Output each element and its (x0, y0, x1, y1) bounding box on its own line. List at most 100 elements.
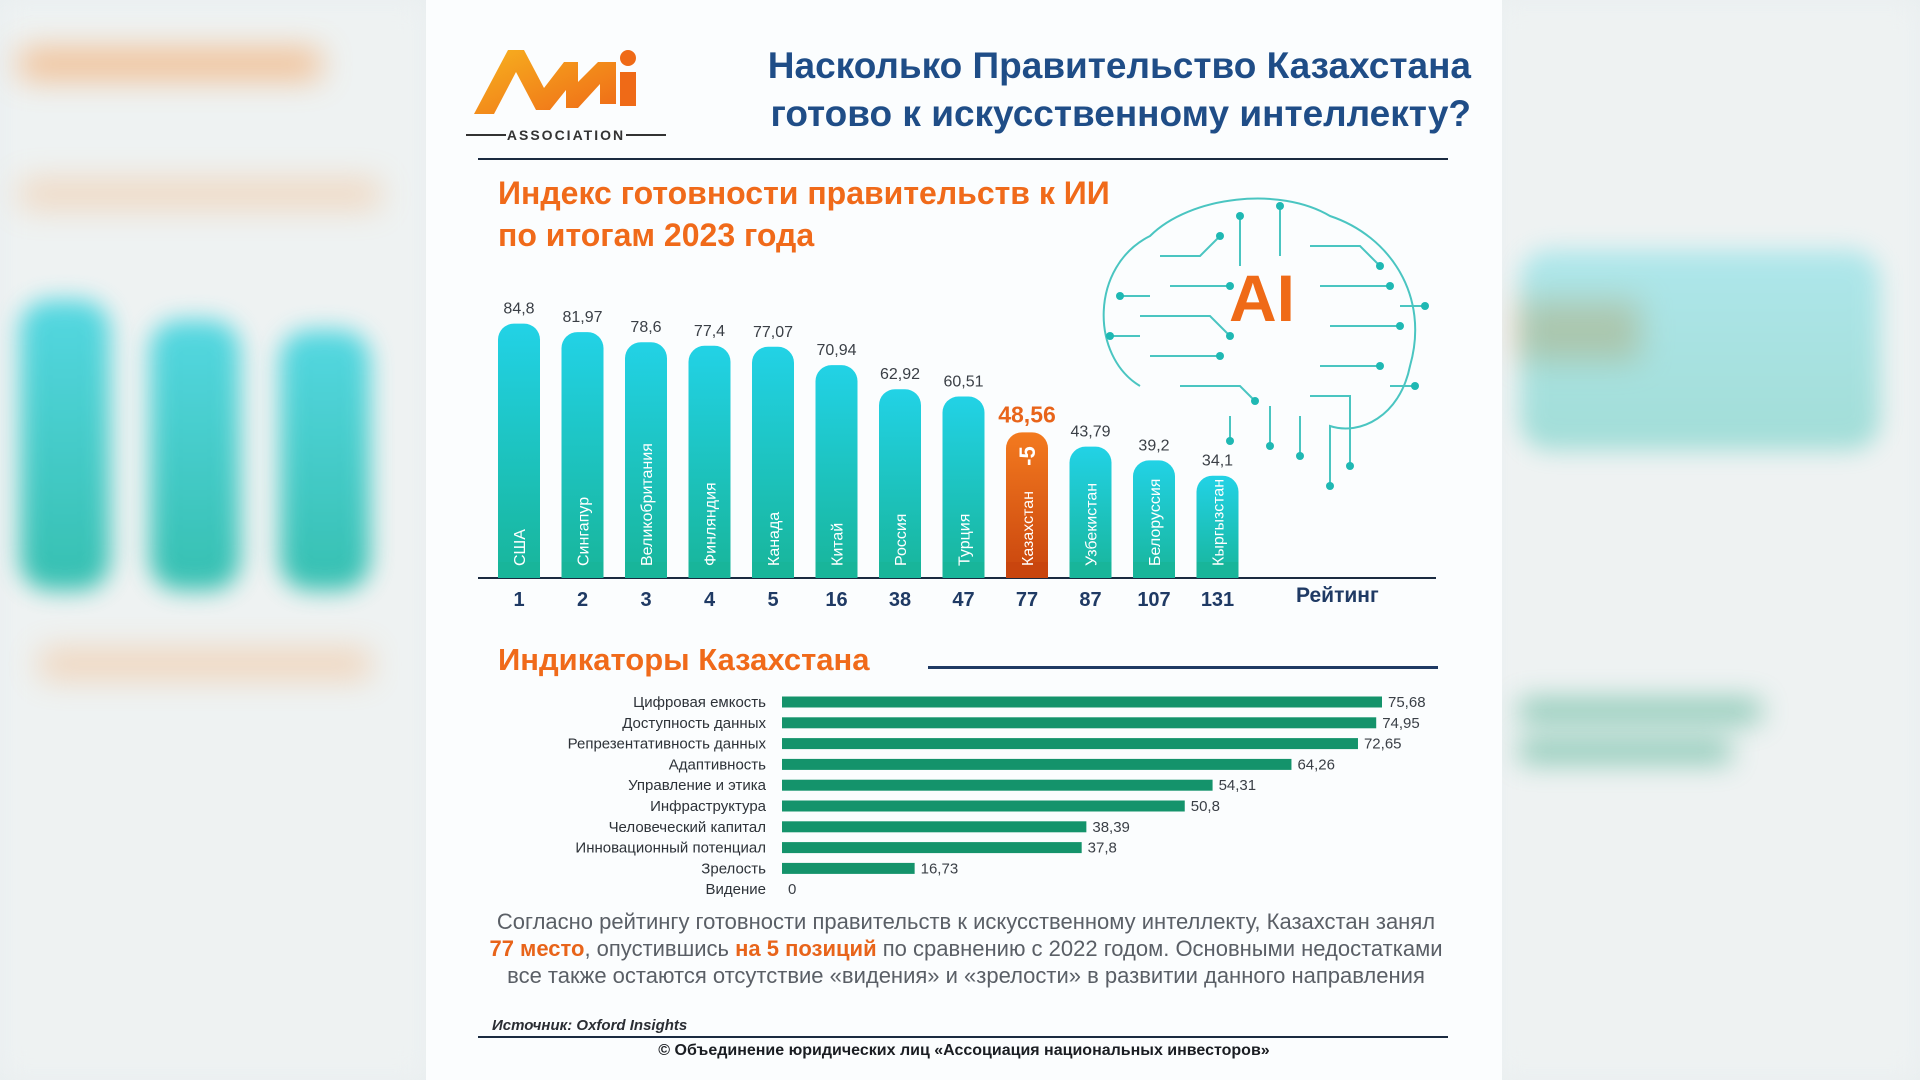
indicator-label: Доступность данных (622, 715, 766, 732)
bar-category-label: США (512, 529, 529, 566)
bar (815, 365, 858, 578)
rank-label: 1 (513, 589, 524, 611)
indicators-bar-chart: Цифровая емкость 75,68 Доступность данных 7… (568, 694, 1426, 898)
bar-category-label: Сингапур (576, 497, 593, 566)
summary-text: Согласно рейтингу готовности правительст… (486, 908, 1446, 989)
bar-base (498, 562, 540, 578)
blurred-strip (1520, 300, 1640, 360)
logo-tagline: ASSOCIATION (507, 127, 625, 143)
blurred-strip (20, 180, 380, 208)
rating-axis-label: Рейтинг (1296, 584, 1379, 607)
chart-title-line2: по итогам 2023 года (498, 217, 815, 253)
ai-label: AI (1229, 261, 1295, 335)
rank-label: 131 (1201, 589, 1234, 611)
bar-value-label: 62,92 (880, 366, 920, 383)
page-title-line2: готово к искусственному интеллекту? (770, 93, 1471, 134)
rank-label: 16 (825, 589, 847, 611)
readiness-bar-chart: 84,8 США 1 81,97 Сингапур 2 78,6 Великобритания… (478, 301, 1436, 611)
bar-category-label: Россия (893, 514, 910, 566)
bar (942, 396, 985, 578)
bar (498, 323, 540, 578)
rank-label: 4 (704, 589, 716, 611)
bar-base (752, 562, 794, 578)
bar-category-label: Великобритания (639, 443, 656, 566)
bar-category-label: Финляндия (703, 482, 720, 566)
indicator-bar (782, 800, 1185, 812)
summary-part1: Согласно рейтингу готовности правительст… (496, 909, 1436, 934)
indicator-value-label: 16,73 (921, 860, 959, 877)
indicator-label: Адаптивность (669, 756, 766, 773)
bar-value-label: 70,94 (816, 342, 856, 359)
indicator-value-label: 0 (788, 881, 796, 898)
circuit-nodes (1106, 202, 1429, 490)
bar-base (1069, 562, 1112, 578)
bar-value-label: 48,56 (998, 401, 1056, 427)
bar (1196, 475, 1239, 578)
indicator-bar (782, 758, 1292, 770)
bar-value-label: 43,79 (1070, 424, 1110, 441)
summary-part3: по сравнению с 2022 годом. Основными нед… (507, 936, 1443, 988)
bar-base (1196, 562, 1239, 578)
bar-base (688, 562, 731, 578)
infographic-card: ASSOCIATION Насколько Правительство Каза… (426, 0, 1502, 1080)
bar (752, 346, 794, 578)
indicator-bar (782, 779, 1213, 791)
rank-label: 77 (1016, 589, 1038, 611)
rank-label: 5 (767, 589, 778, 611)
bar (561, 332, 604, 578)
bar (1133, 460, 1175, 578)
indicator-label: Инфраструктура (650, 798, 767, 815)
indicator-label: Видение (706, 881, 766, 898)
blurred-bar (280, 330, 370, 590)
indicator-label: Репрезентативность данных (568, 736, 767, 753)
bar-category-label: Китай (830, 523, 847, 566)
bar-category-label: Белоруссия (1147, 479, 1164, 566)
indicators-title: Индикаторы Казахстана (498, 642, 870, 677)
rank-label: 3 (640, 589, 651, 611)
bar (688, 345, 731, 578)
indicator-bar (782, 738, 1358, 750)
bar-category-label: Казахстан (1020, 491, 1037, 566)
blurred-bar (1520, 250, 1880, 450)
page-title-line1: Насколько Правительство Казахстана (767, 45, 1471, 86)
bar-category-label: Турция (957, 514, 974, 566)
indicator-bar (782, 842, 1082, 854)
copyright: © Объединение юридических лиц «Ассоциаци… (658, 1042, 1270, 1059)
chart-title: Индекс готовности правительств к ИИ по и… (498, 172, 1218, 256)
rank-change-annotation: -5 (1015, 446, 1040, 466)
indicator-label: Инновационный потенциал (575, 840, 766, 857)
bar (1006, 432, 1048, 578)
bar-base (879, 562, 921, 578)
blurred-strip (1520, 740, 1730, 762)
indicator-value-label: 50,8 (1191, 798, 1220, 815)
indicator-value-label: 72,65 (1364, 736, 1402, 753)
bar (879, 389, 921, 578)
indicator-label: Зрелость (701, 860, 766, 877)
indicator-value-label: 64,26 (1297, 756, 1335, 773)
bar-category-label: Кыргызстан (1211, 479, 1228, 566)
page-title: Насколько Правительство Казахстана готов… (691, 42, 1471, 138)
bar-base (561, 562, 604, 578)
indicators-divider (928, 666, 1438, 669)
divider (478, 158, 1448, 160)
bar (1069, 446, 1112, 578)
bar-value-label: 60,51 (943, 373, 983, 390)
bar-value-label: 84,8 (503, 301, 534, 318)
bar-base (1133, 562, 1175, 578)
blurred-strip (20, 50, 320, 78)
indicator-value-label: 38,39 (1092, 819, 1130, 836)
bar-category-label: Узбекистан (1084, 483, 1101, 566)
summary-part2: , опустившись (584, 936, 736, 961)
rank-label: 87 (1079, 589, 1101, 611)
bar-base (625, 562, 667, 578)
summary-highlight-drop: на 5 позиций (735, 936, 877, 961)
indicator-label: Управление и этика (628, 777, 767, 794)
blurred-bar (20, 300, 110, 590)
indicator-bar (782, 717, 1377, 729)
blurred-panel-right (1495, 0, 1920, 1080)
ani-logo: ASSOCIATION (466, 50, 666, 143)
rank-label: 107 (1137, 589, 1170, 611)
source-note: Источник: Oxford Insights (492, 1017, 688, 1034)
indicator-bar (782, 862, 915, 874)
blurred-strip (40, 650, 370, 678)
